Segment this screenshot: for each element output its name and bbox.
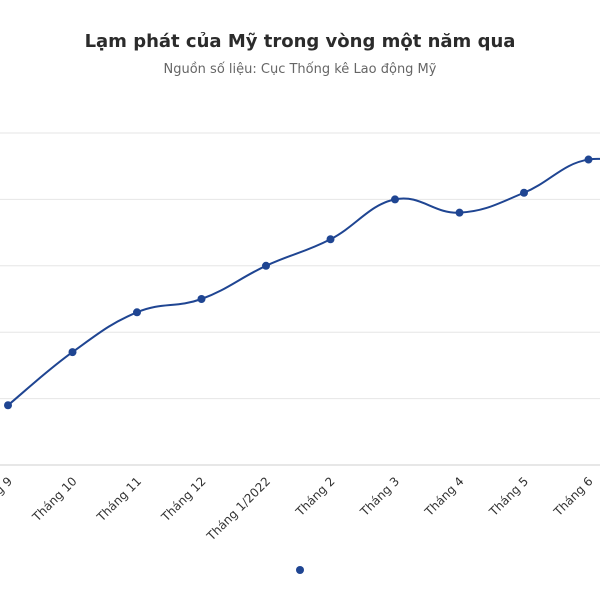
data-point — [455, 208, 464, 217]
x-tick-label: Tháng 11 — [93, 474, 144, 525]
data-point — [68, 348, 77, 357]
x-tick-label: Tháng 3 — [357, 474, 402, 519]
x-tick-label: Tháng 2 — [292, 474, 337, 519]
x-tick-label: Tháng 12 — [158, 474, 209, 525]
legend-marker[interactable] — [296, 566, 304, 574]
x-tick-label: Tháng 1/2022 — [203, 474, 273, 544]
data-point — [520, 188, 528, 197]
grid-lines — [0, 132, 600, 466]
data-point — [133, 308, 141, 317]
chart-title: Lạm phát của Mỹ trong vòng một năm qua — [84, 31, 516, 52]
series-line — [7, 157, 600, 407]
data-point — [584, 155, 593, 164]
data-point — [391, 195, 399, 204]
chart-subtitle: Nguồn số liệu: Cục Thống kê Lao động Mỹ — [163, 62, 437, 77]
x-tick-label: Tháng 6 — [550, 474, 595, 519]
x-tick-label: Tháng 5 — [486, 474, 531, 519]
data-point — [326, 235, 335, 244]
data-point — [262, 261, 270, 270]
legend[interactable] — [296, 566, 304, 574]
series-layer — [7, 157, 600, 407]
x-tick-label: Tháng 10 — [29, 474, 80, 525]
x-tick-label: Tháng 9 — [0, 474, 15, 519]
data-points — [4, 155, 593, 410]
x-tick-label: Tháng 4 — [421, 474, 466, 519]
data-point — [197, 295, 206, 303]
data-point — [4, 401, 12, 410]
